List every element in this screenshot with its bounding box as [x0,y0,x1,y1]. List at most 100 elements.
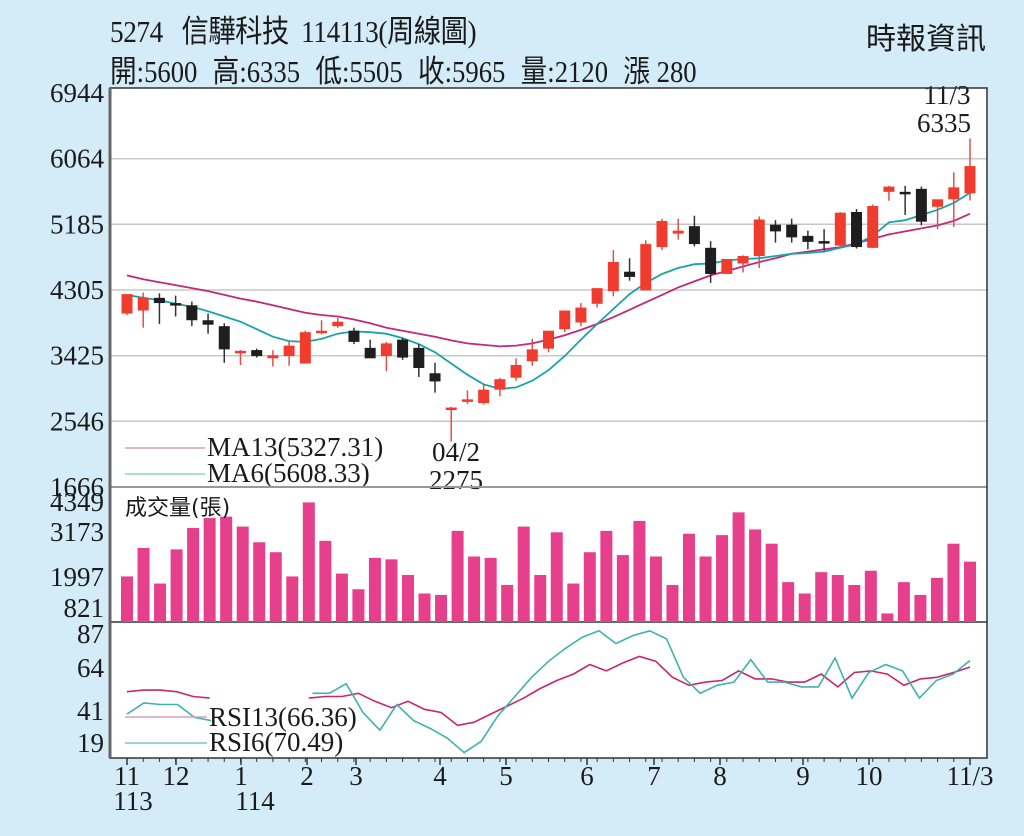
candle-body [932,199,944,207]
candle-body [299,332,311,364]
price-axis-label: 1666 [50,472,104,502]
x-axis-label: 5 [499,761,513,791]
candlestick [591,288,603,308]
candle-body [526,349,538,362]
volume-bar [683,533,695,622]
plot-background [110,88,987,758]
candle-body [851,211,863,248]
candlestick [494,377,506,397]
candlestick [218,323,230,363]
rsi-axis-label: 41 [77,696,104,726]
rsi-axis-label: 64 [77,653,105,683]
price-axis-label: 6064 [50,144,105,174]
candle-body [753,219,765,257]
volume-bar [616,555,629,622]
volume-bar [484,557,497,622]
low-date-label: 04/2 [432,437,480,467]
candlestick [688,215,700,247]
candlestick [964,138,976,201]
candle-body [251,350,263,357]
x-axis-label: 6 [580,761,594,791]
candle-body [234,350,246,354]
candle-body [413,347,425,369]
volume-bar [567,583,580,622]
volume-bar [137,547,150,622]
candle-body [121,294,133,314]
candlestick [802,230,814,250]
candle-body [899,191,911,195]
volume-bar [815,572,828,622]
ma13-legend: MA13(5327.31) [207,432,383,462]
candle-body [283,345,295,357]
candlestick [121,294,133,316]
volume-bar [517,526,530,622]
volume-bar [930,577,943,622]
candle-body [786,224,798,238]
candlestick [915,186,927,226]
volume-bar [402,575,414,622]
candle-body [802,235,814,242]
candle-body [883,186,895,192]
candle-body [640,244,652,291]
candle-body [737,256,749,264]
volume-bar [831,575,844,622]
candlestick [705,241,717,283]
change-value: 漲 280 [623,54,697,89]
candle-body [607,262,619,292]
candle-body [656,220,668,248]
candle-body [137,297,149,311]
price-axis-label: 4305 [50,275,104,305]
volume-bar [534,575,547,622]
candlestick [656,218,668,251]
rsi6-line [126,702,212,722]
volume-legend: 成交量(張) [125,496,230,521]
x-axis-year-label: 114 [235,786,275,816]
candlestick [769,220,781,243]
rsi6-line [312,629,971,754]
volume-bar [335,573,348,622]
candlestick [575,303,587,327]
volume-bar [286,576,299,622]
candle-body [429,373,441,382]
volume-bar [583,552,596,622]
volume-bar [187,528,200,622]
candle-body [186,305,198,321]
candle-body [818,241,830,244]
x-axis-label: 3 [349,761,363,791]
x-axis-label: 2 [300,761,314,791]
candlestick [170,295,182,317]
candlestick [559,310,571,333]
candle-body [445,407,457,411]
candlestick [348,327,360,345]
candle-body [202,320,214,325]
candlestick [429,362,441,393]
candle-body [316,330,328,334]
candlestick [153,293,165,324]
candle-body [332,321,344,327]
candlestick [932,199,944,230]
candle-body [364,347,376,359]
candlestick [397,338,409,360]
candlestick [461,390,473,404]
x-axis-year-label: 113 [113,786,153,816]
rsi13-line [126,689,210,699]
candle-body [948,187,960,200]
volume-bar [864,570,877,622]
volume-axis-label: 821 [64,593,105,623]
volume-bar [418,593,431,622]
candlestick [316,320,328,335]
low-value-label: 2275 [429,465,483,495]
candlestick [672,218,684,240]
volume-bar [633,520,646,622]
x-axis-label: 8 [713,761,727,791]
candle-body [834,212,846,246]
rsi6-legend: RSI6(70.49) [209,727,343,757]
candlestick [202,313,214,334]
volume-axis-label: 4349 [50,487,104,517]
volume-bar [964,561,976,622]
candlestick [510,358,522,381]
volume-bar [368,557,381,622]
volume-bar [385,559,398,622]
volume-bar [236,526,249,622]
x-axis-label: 7 [647,761,661,791]
